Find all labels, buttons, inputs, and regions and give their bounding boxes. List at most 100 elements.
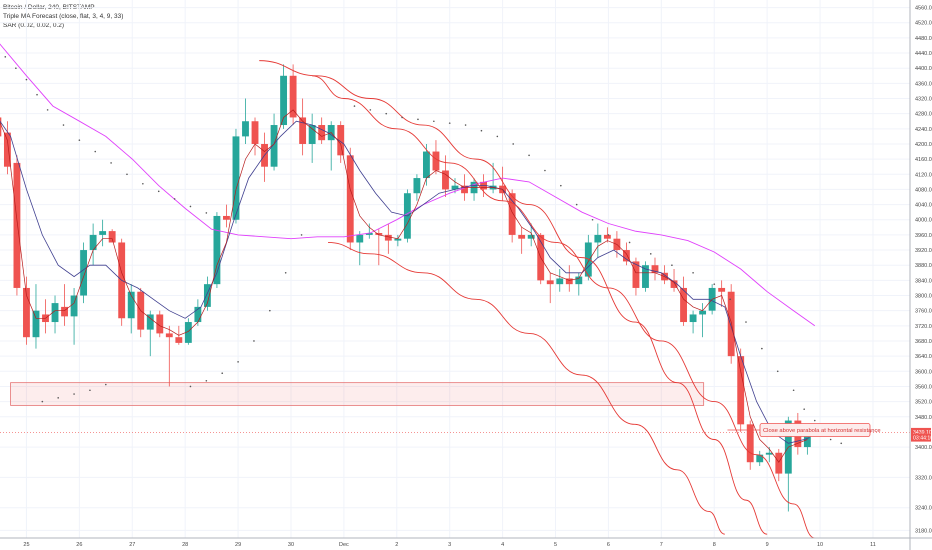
time-tick-label: 3 bbox=[448, 542, 451, 548]
sar-dot bbox=[221, 372, 224, 374]
sar-dot bbox=[433, 120, 435, 123]
time-tick-label: 27 bbox=[129, 542, 135, 548]
sar-dot bbox=[142, 182, 144, 185]
candle-body bbox=[756, 454, 764, 463]
candle-body bbox=[765, 452, 773, 455]
sar-dot bbox=[401, 116, 403, 119]
price-tick-label: 3920.00 bbox=[915, 248, 932, 254]
price-tick-label: 4560.00 bbox=[915, 6, 932, 12]
candle-body bbox=[775, 452, 783, 474]
sar-dot bbox=[62, 124, 65, 126]
candle-body bbox=[232, 136, 240, 220]
parabola-upper-curve bbox=[259, 60, 768, 535]
candle-body bbox=[546, 280, 554, 285]
sar-dot bbox=[189, 385, 192, 388]
candle-body bbox=[394, 238, 402, 241]
candle-body bbox=[594, 234, 602, 243]
sar-dot bbox=[713, 283, 716, 285]
sar-dot bbox=[512, 143, 514, 145]
candle-body bbox=[89, 234, 97, 251]
sar-dot bbox=[448, 122, 451, 124]
sar-dot bbox=[628, 241, 631, 244]
annotation-text: Close above parabola at horizontal resis… bbox=[763, 428, 881, 434]
candle-body bbox=[451, 185, 459, 190]
sar-dot bbox=[15, 67, 17, 69]
price-label-text: 03:44:16 bbox=[913, 436, 932, 442]
candle-body bbox=[375, 233, 383, 235]
price-tick-label: 4040.00 bbox=[915, 203, 932, 209]
candle-body bbox=[337, 125, 345, 156]
time-tick-label: 9 bbox=[766, 542, 769, 548]
sar-dot bbox=[840, 442, 843, 445]
sar-dot bbox=[829, 438, 832, 441]
price-tick-label: 4480.00 bbox=[915, 36, 932, 42]
price-tick-label: 3960.00 bbox=[915, 233, 932, 239]
sar-dot bbox=[110, 162, 112, 164]
sar-dot bbox=[560, 184, 562, 187]
price-tick-label: 4360.00 bbox=[915, 81, 932, 87]
sar-dot bbox=[46, 109, 49, 111]
legend-sar: SAR (0.02, 0.02, 0.2) bbox=[3, 22, 65, 29]
price-tick-label: 4240.00 bbox=[915, 127, 932, 133]
candle-body bbox=[651, 265, 659, 273]
candle-body bbox=[146, 314, 154, 330]
price-tick-label: 3640.00 bbox=[915, 354, 932, 360]
price-tick-label: 3720.00 bbox=[915, 324, 932, 330]
time-tick-label: 28 bbox=[182, 542, 188, 548]
sar-dot bbox=[126, 173, 128, 176]
time-tick-label: 29 bbox=[235, 542, 241, 548]
ma-mid-line bbox=[0, 120, 810, 444]
price-axis[interactable]: 3180.00 3240.00 3320.00 3400.00 3480.00 3520.… bbox=[909, 0, 932, 550]
sar-dot bbox=[284, 271, 287, 274]
sar-dot bbox=[105, 383, 107, 386]
candle-body bbox=[223, 215, 230, 220]
sar-dot bbox=[94, 150, 97, 153]
price-tick-label: 4200.00 bbox=[915, 142, 932, 148]
candle-body bbox=[175, 337, 183, 343]
grid bbox=[0, 0, 910, 538]
candle-body bbox=[32, 310, 40, 338]
price-tick-label: 4160.00 bbox=[915, 157, 932, 163]
time-tick-label: 8 bbox=[713, 542, 716, 548]
price-tick-label: 4400.00 bbox=[915, 66, 932, 72]
sar-dot bbox=[591, 218, 594, 221]
sar-dot bbox=[189, 205, 192, 208]
time-tick-label: 25 bbox=[23, 542, 29, 548]
price-tick-label: 3320.00 bbox=[915, 475, 932, 481]
sar-dot bbox=[89, 389, 91, 392]
candle-body bbox=[156, 314, 164, 334]
candle-body bbox=[318, 125, 326, 141]
candle-body bbox=[603, 234, 611, 239]
annotation-box bbox=[759, 423, 871, 437]
price-label-box bbox=[911, 433, 931, 442]
indicator-lines bbox=[0, 43, 816, 539]
candle-body bbox=[461, 185, 468, 194]
time-tick-label: 2 bbox=[395, 542, 398, 548]
candle-body bbox=[194, 306, 202, 323]
candle-body bbox=[51, 303, 59, 323]
candle-body bbox=[346, 155, 354, 243]
time-tick-label: Dec bbox=[339, 542, 349, 548]
candle-body bbox=[689, 314, 697, 323]
candle-body bbox=[70, 295, 78, 317]
price-tick-label: 4440.00 bbox=[915, 51, 932, 57]
sar-dot bbox=[300, 234, 303, 236]
candle-body bbox=[99, 231, 107, 235]
sar-dots bbox=[4, 56, 843, 445]
price-tick-label: 3600.00 bbox=[915, 369, 932, 375]
candle-body bbox=[3, 132, 11, 167]
candle-body bbox=[280, 75, 288, 126]
time-axis[interactable]: 25 26 27 28 29 30 Dec 2 3 4 5 6 7 8 9 10 11 bbox=[0, 537, 932, 548]
price-tick-label: 4320.00 bbox=[915, 97, 932, 103]
candle-body bbox=[508, 193, 516, 235]
candle-body bbox=[270, 125, 278, 167]
annotation-layer: Close above parabola at horizontal resis… bbox=[727, 423, 881, 437]
candle-body bbox=[289, 75, 297, 118]
candle-body bbox=[365, 233, 373, 235]
candle-body bbox=[213, 215, 221, 285]
price-tick-label: 3800.00 bbox=[915, 294, 932, 300]
ma-fast-line bbox=[0, 109, 808, 463]
sar-dot bbox=[269, 309, 271, 312]
time-tick-label: 5 bbox=[554, 542, 557, 548]
